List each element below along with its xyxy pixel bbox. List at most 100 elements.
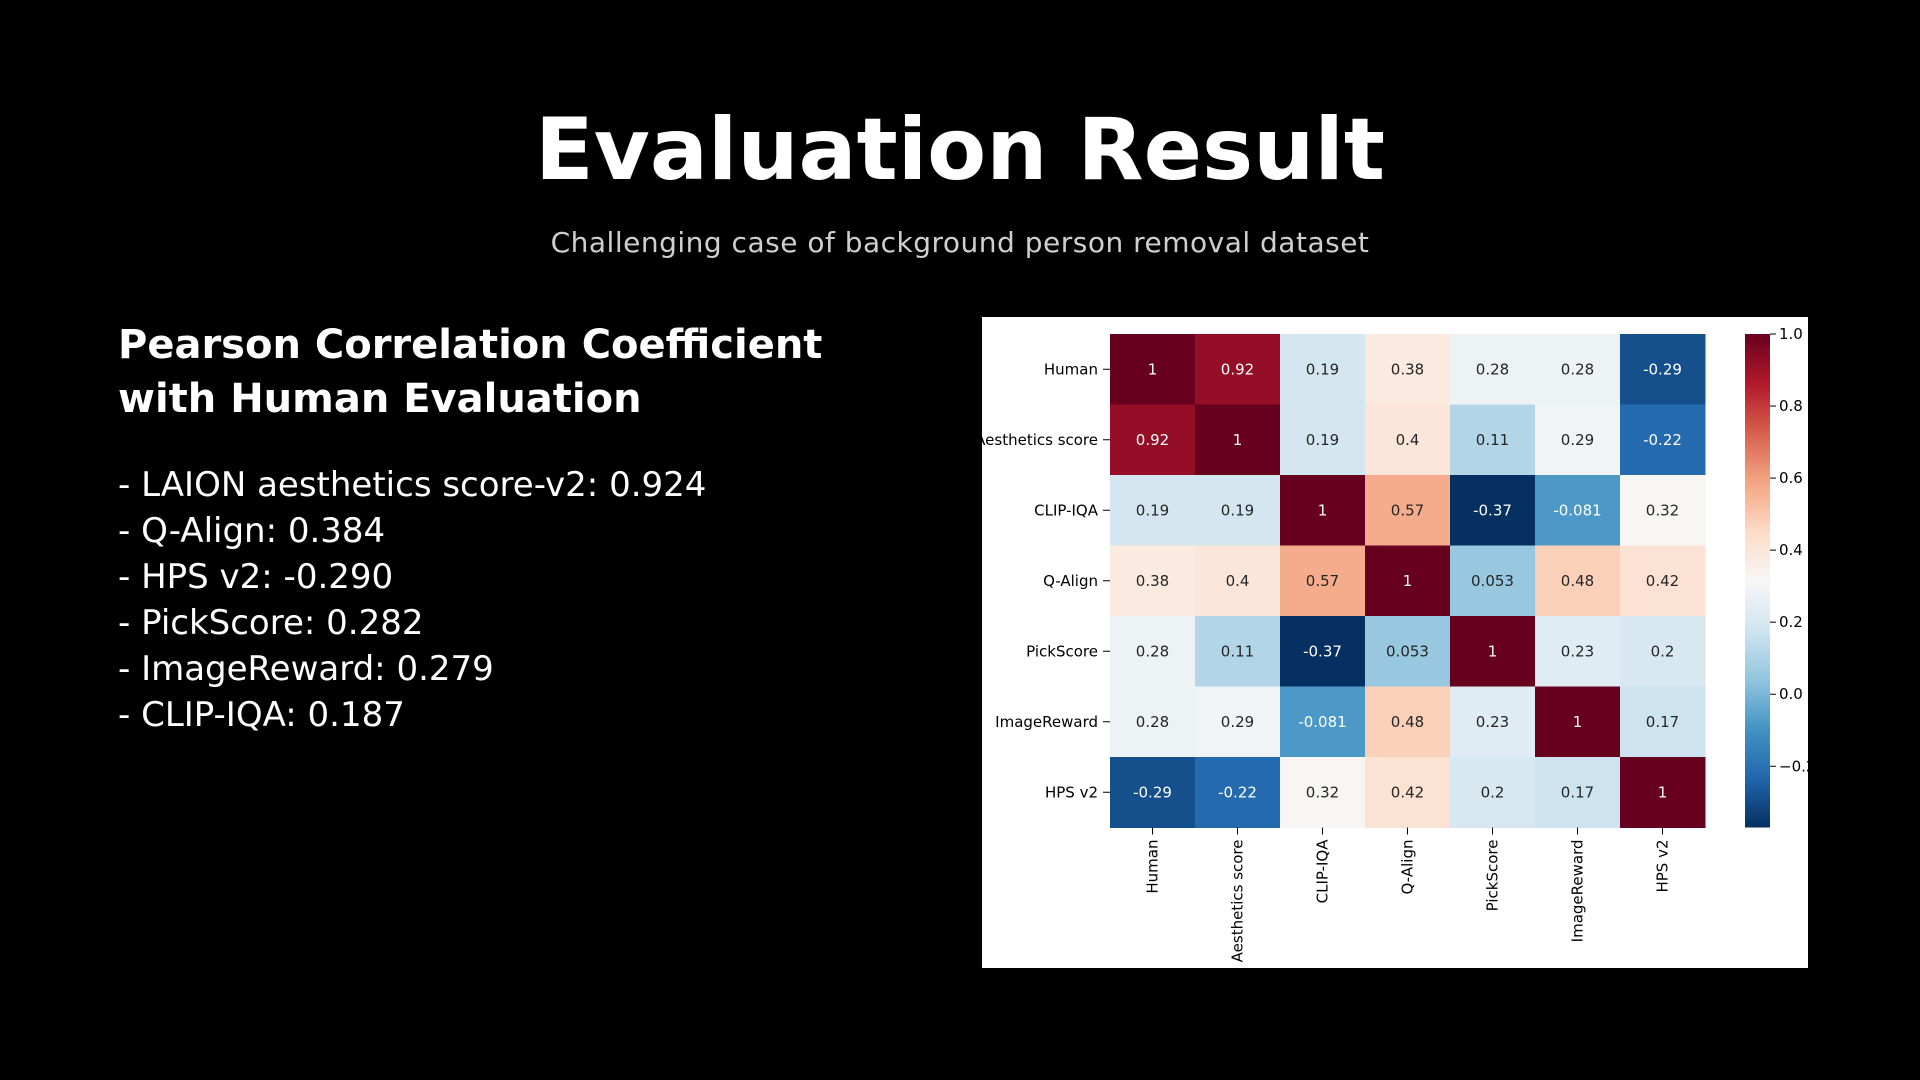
heatmap-cell [1195,545,1281,617]
heatmap-panel: 1 0.92 0.19 0.38 0.28 0.28 -0.29 0.92 1 0.19 0.4 0.… [982,317,1808,968]
metric-item: - LAION aesthetics score-v2: 0.924 [118,465,707,505]
heatmap-cell [1280,404,1366,476]
cell-value-label: 1 [1573,713,1583,731]
heatmap-cell [1535,475,1621,546]
heatmap-cell [1450,404,1536,476]
colorbar-tick-label: 0.0 [1779,685,1803,703]
col-tick-label: Aesthetics score [1229,840,1247,963]
cell-value-label: 0.28 [1476,360,1509,378]
heatmap-cell [1450,686,1536,758]
heatmap-cell [1110,545,1196,617]
heatmap-cell [1195,757,1281,828]
cell-value-label: 0.11 [1476,431,1509,449]
cell-value-label: -0.081 [1298,713,1346,731]
cell-value-label: 0.38 [1136,572,1169,590]
cell-value-label: 0.28 [1136,642,1169,660]
metric-item: - HPS v2: -0.290 [118,557,394,597]
heatmap-cell [1110,757,1196,828]
heatmap-cell [1365,475,1451,546]
row-tick-label: HPS v2 [1045,783,1098,801]
cell-value-label: 0.19 [1306,360,1339,378]
cell-value-label: 1 [1658,783,1668,801]
heatmap-cell [1110,404,1196,476]
heatmap-cell [1450,616,1536,687]
heatmap-cell [1365,686,1451,758]
cell-value-label: 0.28 [1136,713,1169,731]
heatmap-cell [1535,686,1621,758]
cell-value-label: 0.48 [1561,572,1594,590]
cell-value-label: 0.17 [1646,713,1679,731]
cell-value-label: 0.17 [1561,783,1594,801]
heatmap-cell [1280,616,1366,687]
cell-value-label: 0.2 [1651,642,1675,660]
cell-value-label: 0.38 [1391,360,1424,378]
heatmap-cell [1535,545,1621,617]
colorbar-tick-label: 0.4 [1779,541,1803,559]
section-heading: Pearson Correlation Coefficient with Hum… [118,322,823,422]
cell-value-label: -0.37 [1303,642,1342,660]
row-tick-label: ImageReward [995,713,1098,731]
heatmap-cell [1110,475,1196,546]
heatmap-cell [1280,334,1366,405]
col-tick-label: Q-Align [1399,840,1417,895]
cell-value-label: 0.19 [1221,501,1254,519]
heatmap-cell [1450,475,1536,546]
col-tick-label: ImageReward [1569,840,1587,943]
metric-item: - CLIP-IQA: 0.187 [118,695,405,735]
cell-value-label: 0.2 [1481,783,1505,801]
cell-value-label: 0.23 [1476,713,1509,731]
colorbar-tick-label: 1.0 [1779,325,1803,343]
cell-value-label: 0.053 [1471,572,1514,590]
heatmap-cell [1365,616,1451,687]
heatmap-cell [1280,686,1366,758]
cell-value-label: 0.32 [1646,501,1679,519]
cell-value-label: 1 [1403,572,1413,590]
heatmap-cell [1620,616,1706,687]
col-tick-label: Human [1144,840,1162,894]
row-tick-label: Aesthetics score [982,431,1098,449]
heatmap-cell [1195,616,1281,687]
heatmap-cell [1195,404,1281,476]
cell-value-label: 0.053 [1386,642,1429,660]
row-tick-label: CLIP-IQA [1034,501,1099,519]
heatmap-cell [1535,404,1621,476]
row-tick-label: Q-Align [1043,572,1098,590]
cell-value-label: 0.92 [1221,360,1254,378]
cell-value-label: 0.32 [1306,783,1339,801]
col-tick-label: PickScore [1484,840,1502,912]
heatmap-cell [1620,686,1706,758]
heatmap-cell [1365,404,1451,476]
heatmap-cell [1620,475,1706,546]
heatmap-cell [1620,757,1706,828]
heatmap-cell [1450,757,1536,828]
heatmap-cell [1535,757,1621,828]
heatmap-cell [1365,545,1451,617]
cell-value-label: -0.22 [1643,431,1682,449]
cell-value-label: 0.92 [1136,431,1169,449]
row-tick-label: PickScore [1026,642,1098,660]
cell-value-label: -0.29 [1643,360,1682,378]
cell-value-label: 0.57 [1391,501,1424,519]
heatmap-cell [1620,404,1706,476]
heatmap-cell [1365,757,1451,828]
cell-value-label: -0.081 [1553,501,1601,519]
colorbar-tick-label: 0.8 [1779,397,1803,415]
cell-value-label: 0.29 [1561,431,1594,449]
cell-value-label: 0.48 [1391,713,1424,731]
heatmap-cell [1280,475,1366,546]
col-tick-label: CLIP-IQA [1314,839,1332,904]
heatmap-cell [1535,616,1621,687]
colorbar-tick-label: 0.6 [1779,469,1803,487]
colorbar-tick-label: 0.2 [1779,613,1803,631]
row-tick-label: Human [1044,360,1098,378]
cell-value-label: 0.57 [1306,572,1339,590]
cell-value-label: 0.28 [1561,360,1594,378]
colorbar [1745,334,1770,828]
heatmap-cell [1110,334,1196,405]
heatmap-cell [1280,545,1366,617]
cell-value-label: 1 [1488,642,1498,660]
heatmap-cell [1535,334,1621,405]
cell-value-label: 0.4 [1396,431,1420,449]
cell-value-label: -0.22 [1218,783,1257,801]
